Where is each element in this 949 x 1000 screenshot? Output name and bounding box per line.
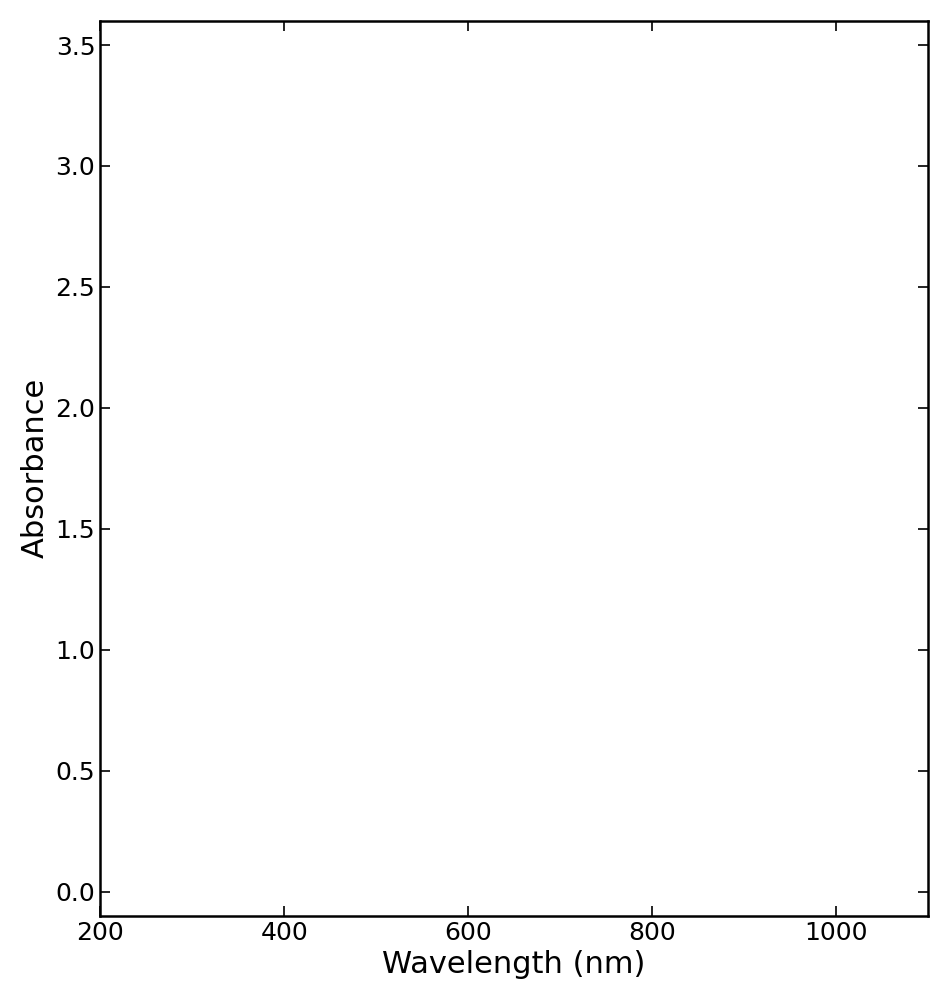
Y-axis label: Absorbance: Absorbance [21, 378, 50, 558]
X-axis label: Wavelength (nm): Wavelength (nm) [382, 950, 646, 979]
